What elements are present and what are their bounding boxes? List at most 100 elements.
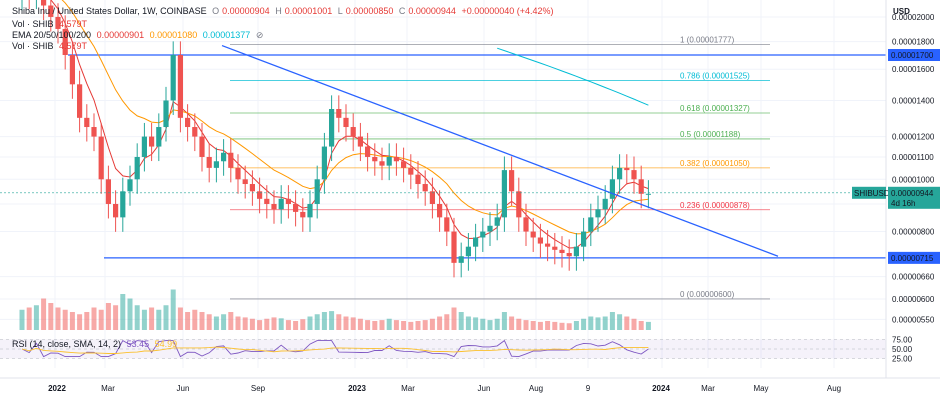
volume-bar [393, 320, 399, 330]
symbol-title[interactable]: Shiba Inu / United States Dollar, 1W, CO… [12, 6, 207, 16]
countdown-text: 4d 16h [891, 199, 915, 208]
volume-bar [264, 318, 270, 330]
candle-body [393, 156, 399, 162]
volume-bar [465, 316, 471, 330]
volume-bar [163, 305, 169, 330]
candle-body [595, 209, 601, 218]
rsi-tick-label: 25.00 [892, 355, 913, 364]
candle-body [365, 146, 371, 157]
volume-bar [141, 309, 147, 330]
volume-bar [41, 298, 47, 330]
time-tick-label: Jun [177, 384, 190, 393]
candle-body [573, 246, 579, 257]
price-tick-label: 0.00000600 [892, 295, 935, 304]
descending-trendline[interactable] [221, 44, 779, 257]
volume-bars [19, 289, 651, 330]
candle-body [321, 146, 327, 180]
candle-body [69, 55, 75, 85]
candle-body [221, 152, 227, 162]
candle-body [278, 198, 284, 210]
volume-bar [314, 314, 320, 330]
volume-bar [537, 321, 543, 330]
candle-body [134, 156, 140, 180]
candle-body [386, 156, 392, 166]
header-symbol-line: Shiba Inu / United States Dollar, 1W, CO… [12, 6, 557, 16]
volume-bar [134, 305, 140, 330]
volume-bar [257, 320, 263, 330]
fibonacci-retracement[interactable]: 1 (0.00001777) 0.786 (0.00001525) 0.618 (0… [230, 36, 770, 300]
volume-bar [77, 314, 83, 330]
volume-bar [221, 314, 227, 330]
volume-bar [185, 312, 191, 330]
ema20-value: 0.00000901 [96, 30, 145, 40]
volume-bar [357, 318, 363, 330]
current-price-tag[interactable] [888, 186, 940, 209]
candle-body [581, 231, 587, 247]
volume-bar [350, 317, 356, 330]
candle-body [141, 136, 147, 157]
candle-body [156, 127, 162, 147]
resistance-price-text: 0.00001700 [891, 51, 934, 60]
time-tick-label: Mar [101, 384, 115, 393]
ema-label: EMA 20/50/100/200 [12, 30, 92, 40]
candle-body [609, 179, 615, 199]
time-axis[interactable]: 2022 Mar Jun Sep 2023 Mar Jun Aug 9 2024 Mar May Aug [0, 377, 940, 393]
price-tick-label: 0.00001400 [892, 96, 935, 105]
vol-value-2: 4.579T [59, 41, 88, 51]
rsi-label: RSI (14, close, SMA, 14, 2) [12, 339, 122, 349]
candle-body [307, 203, 313, 218]
volume-bar [645, 321, 651, 330]
candle-body [437, 203, 443, 218]
candle-body [41, 0, 47, 6]
volume-bar [638, 321, 644, 330]
ema50-value: 0.00001080 [149, 30, 198, 40]
fib-level-label: 1 (0.00001777) [680, 36, 735, 45]
vol-label-2: Vol · SHIB [12, 41, 54, 51]
candle-body [77, 84, 83, 118]
candle-body [473, 237, 479, 247]
vol-legend-2[interactable]: Vol · SHIB 4.579T [12, 41, 90, 51]
trendline[interactable] [221, 44, 779, 257]
candle-body [408, 167, 414, 175]
ohlc-o-label: O [212, 6, 220, 16]
candle-body [98, 136, 104, 180]
candle-body [545, 243, 551, 247]
ema100-value: 0.00001377 [202, 30, 251, 40]
volume-bar [444, 314, 450, 330]
rsi-value: 53.45 [126, 339, 150, 349]
ema20-line [50, 0, 649, 249]
volume-bar [509, 316, 515, 330]
candle-body [357, 136, 363, 147]
time-tick-label: Aug [827, 384, 841, 393]
rsi-legend[interactable]: RSI (14, close, SMA, 14, 2) 53.45 54.99 [12, 339, 180, 349]
volume-bar [307, 316, 313, 330]
candle-body [264, 198, 270, 204]
candle-body [228, 152, 234, 168]
volume-bar [33, 305, 39, 330]
volume-bar [213, 316, 219, 330]
candle-body [350, 127, 356, 137]
volume-bar [91, 307, 97, 330]
rsi-pane[interactable] [0, 339, 886, 359]
horizontal-lines[interactable] [68, 54, 886, 259]
eye-off-icon[interactable]: ⊘ [255, 30, 264, 40]
ohlc-l-label: L [337, 6, 343, 16]
resistance-price-tag [888, 49, 940, 62]
volume-bar [69, 312, 75, 330]
candle-body [314, 179, 320, 204]
ohlc-change: +0.00000040 (+4.42%) [461, 6, 554, 16]
candle-body [206, 156, 212, 168]
volume-bar [451, 307, 457, 330]
ema-legend[interactable]: EMA 20/50/100/200 0.00000901 0.00001080 … [12, 30, 266, 41]
candle-body [523, 217, 529, 232]
volume-bar [62, 309, 68, 330]
fib-level-label: 0 (0.00000600) [680, 290, 735, 299]
vol-legend-1[interactable]: Vol · SHIB 4.579T [12, 19, 90, 29]
volume-bar [177, 307, 183, 330]
candle-body [451, 231, 457, 263]
fib-level-label: 0.618 (0.00001327) [680, 104, 750, 113]
time-tick-label: May [753, 384, 768, 393]
volume-bar [336, 314, 342, 330]
